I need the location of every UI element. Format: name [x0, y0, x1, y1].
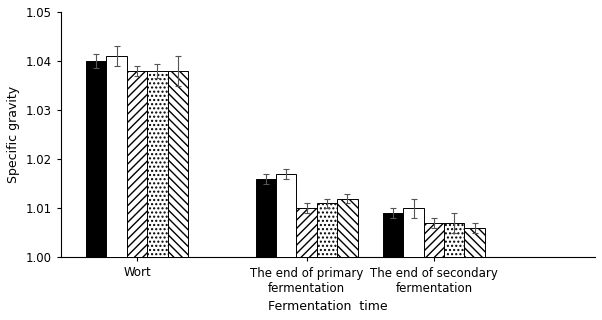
Bar [444, 223, 464, 258]
Bar [167, 71, 188, 258]
Y-axis label: Specific gravity: Specific gravity [7, 86, 20, 183]
Bar [317, 204, 337, 258]
Bar [403, 208, 424, 258]
Bar [424, 223, 444, 258]
Bar [147, 71, 167, 258]
Bar [383, 213, 403, 258]
Bar [127, 71, 147, 258]
Bar [276, 174, 296, 258]
Bar [86, 61, 107, 258]
X-axis label: Fermentation  time: Fermentation time [268, 300, 388, 313]
Bar [296, 208, 317, 258]
Bar [256, 179, 276, 258]
Bar [464, 228, 485, 258]
Bar [337, 198, 358, 258]
Bar [107, 56, 127, 258]
